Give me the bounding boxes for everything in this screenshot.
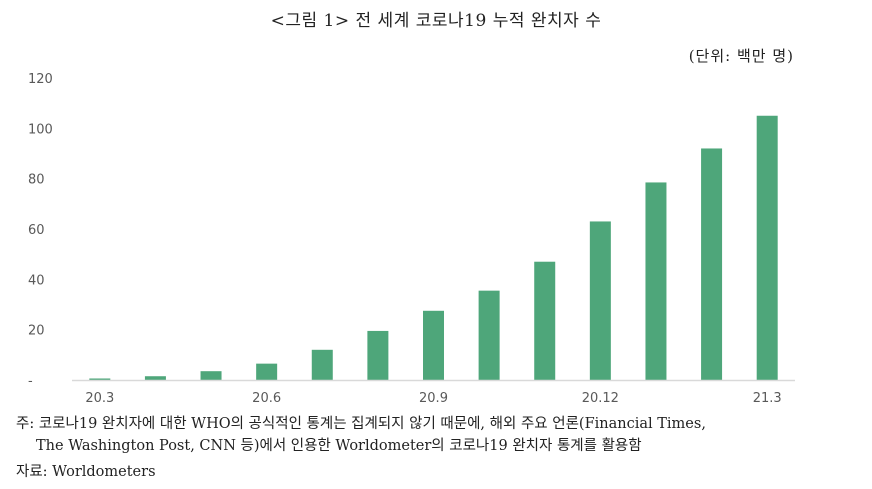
bar (701, 148, 723, 380)
x-tick-label: 20.9 (419, 391, 448, 406)
y-tick-label: 120 (28, 72, 53, 87)
y-tick-label: 60 (28, 223, 45, 238)
x-axis-ticks: 20.3 20.6 20.9 20.12 21.3 (85, 391, 781, 406)
y-tick-label: - (28, 374, 33, 389)
bar (200, 371, 222, 380)
bar (311, 349, 333, 380)
x-tick-label: 20.6 (252, 391, 281, 406)
footnote: 주: 코로나19 완치자에 대한 WHO의 공식적인 통계는 집계되지 않기 때… (16, 413, 706, 457)
bar (144, 376, 166, 380)
bar (89, 378, 111, 380)
source-note: 자료: Worldometers (16, 464, 156, 480)
y-tick-label: 80 (28, 173, 45, 188)
bar-chart: - 20 40 60 80 100 120 20.3 20.6 20.9 20.12 21.3 (28, 72, 795, 406)
bar (367, 330, 389, 380)
y-tick-label: 40 (28, 273, 45, 288)
bar (478, 290, 500, 380)
bar (256, 363, 278, 380)
x-tick-label: 20.3 (85, 391, 114, 406)
x-tick-label: 20.12 (582, 391, 619, 406)
unit-label: (단위: 백만 명) (688, 47, 794, 65)
bar (756, 115, 778, 380)
footnote-line-1: 주: 코로나19 완치자에 대한 WHO의 공식적인 통계는 집계되지 않기 때… (16, 416, 706, 432)
bar (534, 261, 556, 380)
footnote-line-2: The Washington Post, CNN 등)에서 인용한 Worldo… (36, 438, 642, 454)
figure-title: <그림 1> 전 세계 코로나19 누적 완치자 수 (270, 11, 602, 31)
x-tick-label: 21.3 (753, 391, 782, 406)
y-axis-ticks: - 20 40 60 80 100 120 (28, 72, 53, 389)
bar-series (89, 115, 778, 380)
bar (423, 310, 444, 380)
bar (589, 221, 611, 380)
bar (645, 182, 667, 380)
y-tick-label: 20 (28, 324, 45, 339)
y-tick-label: 100 (28, 122, 53, 137)
